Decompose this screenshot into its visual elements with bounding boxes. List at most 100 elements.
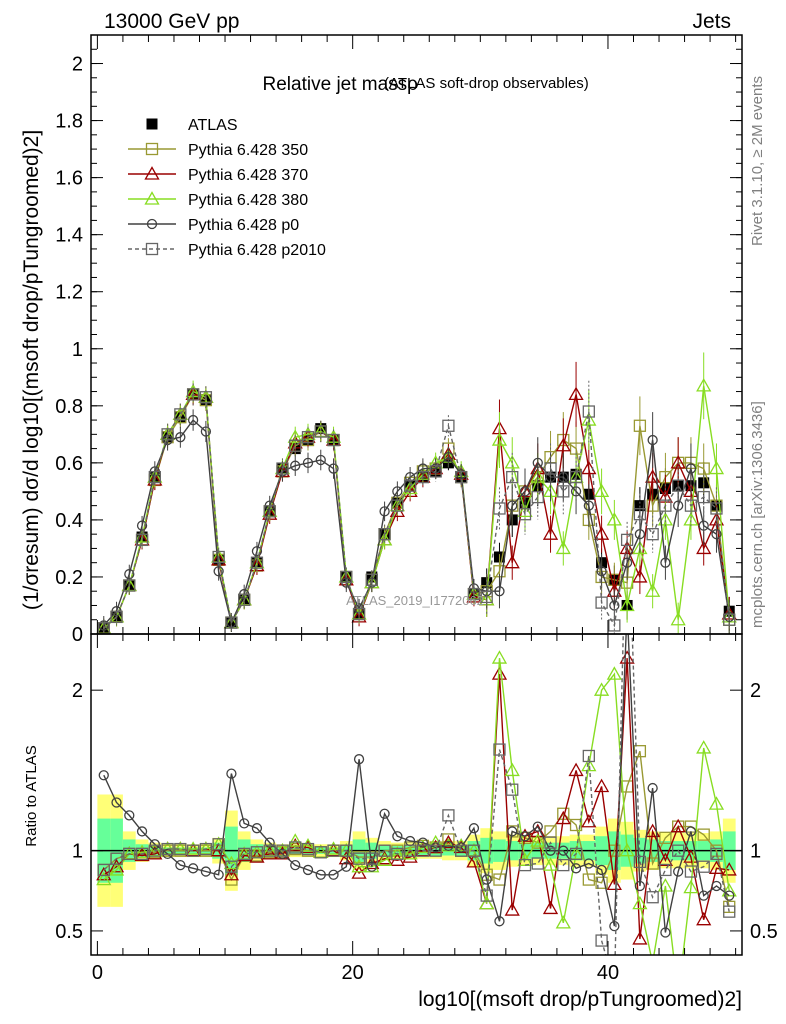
data-point-pythia-6-428-370 [657, 852, 674, 866]
data-point-pythia-6-428-p2010 [710, 502, 723, 515]
data-point-pythia-6-428-p2010 [378, 528, 391, 541]
data-point-pythia-6-428-370 [236, 847, 252, 862]
data-point-pythia-6-428-p0 [251, 823, 263, 834]
data-point-pythia-6-428-380 [134, 844, 150, 858]
data-point-pythia-6-428-p2010 [391, 847, 404, 861]
data-point-pythia-6-428-p2010 [697, 860, 710, 873]
data-point-pythia-6-428-p2010 [238, 847, 251, 861]
data-point-pythia-6-428-380 [351, 858, 367, 873]
series-line-pythia-6-428-p2010 [103, 393, 730, 629]
data-point-pythia-6-428-p2010 [569, 847, 583, 861]
data-point-pythia-6-428-p2010 [442, 809, 455, 822]
data-point-pythia-6-428-p2010 [416, 470, 430, 484]
legend: ATLAS Pythia 6.428 350 Pythia 6.428 370 Pyt… [128, 117, 326, 259]
data-point-pythia-6-428-370 [670, 818, 686, 833]
data-point-pythia-6-428-p2010 [110, 610, 123, 624]
data-point-pythia-6-428-p0 [226, 768, 237, 779]
data-point-pythia-6-428-p0 [519, 486, 531, 497]
data-point-pythia-6-428-p2010 [161, 428, 174, 441]
data-point-pythia-6-428-380 [593, 483, 610, 498]
data-point-pythia-6-428-p2010 [455, 844, 468, 857]
y-tick-label: 0.5 [55, 921, 83, 943]
data-point-pythia-6-428-380 [708, 460, 725, 475]
x-axis-title: log10[(msoft drop/pTungroomed)2] [418, 988, 742, 1011]
y-tick-label: 1 [72, 841, 83, 863]
data-point-pythia-6-428-p2010 [225, 616, 238, 629]
data-point-pythia-6-428-p0 [532, 457, 543, 469]
data-point-pythia-6-428-p2010 [608, 619, 621, 632]
data-point-pythia-6-428-p2010 [289, 841, 302, 854]
data-point-pythia-6-428-p0 [494, 586, 505, 597]
data-point-pythia-6-428-p0 [136, 826, 148, 837]
data-point-pythia-6-428-p0 [647, 782, 658, 794]
legend-marker [144, 191, 160, 205]
side-label-mcplots-text: mcplots.cern.ch [arXiv:1306.3436] [749, 401, 766, 628]
legend-marker [146, 218, 158, 230]
data-point-pythia-6-428-380 [108, 862, 125, 876]
data-point-pythia-6-428-370 [504, 902, 520, 916]
data-point-pythia-6-428-350 [582, 873, 595, 886]
data-point-pythia-6-428-p0 [290, 859, 301, 871]
data-point-pythia-6-428-380 [593, 682, 610, 696]
data-point-pythia-6-428-p2010 [518, 858, 532, 872]
data-point-pythia-6-428-380 [555, 915, 571, 929]
data-point-pythia-6-428-370 [249, 849, 265, 863]
data-point-pythia-6-428-p2010 [238, 593, 251, 606]
data-point-pythia-6-428-p0 [200, 866, 212, 877]
data-point-pythia-6-428-380 [632, 540, 648, 555]
data-point-pythia-6-428-380 [606, 512, 622, 526]
data-point-pythia-6-428-p2010 [646, 891, 659, 904]
data-point-pythia-6-428-p0 [596, 864, 607, 876]
data-point-pythia-6-428-p0 [443, 840, 454, 852]
data-point-pythia-6-428-p0 [634, 880, 646, 892]
data-point-pythia-6-428-p0 [570, 486, 582, 497]
data-point-pythia-6-428-p0 [468, 823, 480, 834]
data-point-pythia-6-428-p2010 [110, 852, 123, 865]
data-point-pythia-6-428-p0 [583, 858, 594, 869]
data-point-pythia-6-428-370 [632, 931, 648, 945]
data-point-pythia-6-428-350 [633, 745, 647, 758]
y-tick-label: 1.8 [55, 111, 83, 133]
data-point-pythia-6-428-380 [415, 839, 431, 854]
y-axis-title-main: (1/σresum) dσ/d log10[(msoft drop/pTungr… [20, 130, 43, 610]
data-point-pythia-6-428-p0 [660, 927, 671, 938]
data-point-pythia-6-428-380 [670, 611, 686, 626]
data-point-pythia-6-428-380 [300, 838, 316, 852]
y-tick-label: 0.2 [55, 567, 83, 589]
x-tick-label: 20 [342, 962, 364, 984]
data-point-pythia-6-428-p2010 [161, 842, 174, 856]
data-point-pythia-6-428-p0 [213, 869, 224, 880]
data-point-pythia-6-428-p2010 [301, 431, 315, 444]
data-point-pythia-6-428-380 [606, 666, 622, 680]
data-point-pythia-6-428-p2010 [378, 844, 391, 857]
data-point-pythia-6-428-p2010 [659, 863, 672, 877]
data-point-pythia-6-428-p0 [481, 874, 492, 885]
data-point-pythia-6-428-p2010 [352, 607, 366, 621]
data-point-pythia-6-428-370 [593, 526, 610, 540]
data-point-pythia-6-428-p0 [558, 845, 569, 856]
data-point-pythia-6-428-p2010 [595, 934, 608, 947]
data-point-pythia-6-428-p2010 [659, 499, 672, 512]
data-point-pythia-6-428-380 [287, 429, 303, 443]
y-tick-label: 2 [72, 54, 83, 76]
data-point-pythia-6-428-380 [619, 842, 635, 857]
data-point-pythia-6-428-p0 [417, 837, 429, 848]
data-point-pythia-6-428-p2010 [186, 388, 200, 401]
series-line-pythia-6-428-p2010 [103, 634, 730, 955]
data-point-pythia-6-428-p0 [328, 463, 339, 474]
side-label-rivet-text: Rivet 3.1.10, ≥ 2M events [749, 76, 766, 246]
legend-label: Pythia 6.428 370 [188, 167, 308, 184]
data-point-pythia-6-428-370 [134, 847, 150, 862]
data-point-pythia-6-428-p0 [341, 861, 352, 872]
data-point-pythia-6-428-p2010 [620, 533, 634, 547]
data-point-pythia-6-428-380 [223, 855, 240, 870]
category-label: Jets [692, 10, 731, 33]
data-point-pythia-6-428-p0 [124, 810, 135, 821]
legend-item-pythia-6-428-350: Pythia 6.428 350 [128, 142, 308, 159]
data-point-pythia-6-428-380 [581, 757, 597, 772]
data-point-pythia-6-428-350 [697, 462, 710, 475]
data-point-pythia-6-428-p2010 [174, 408, 187, 421]
ratio-plot-area: 0.5 0.51 12 20 20 40 [55, 633, 778, 984]
data-point-pythia-6-428-p2010 [723, 905, 736, 918]
